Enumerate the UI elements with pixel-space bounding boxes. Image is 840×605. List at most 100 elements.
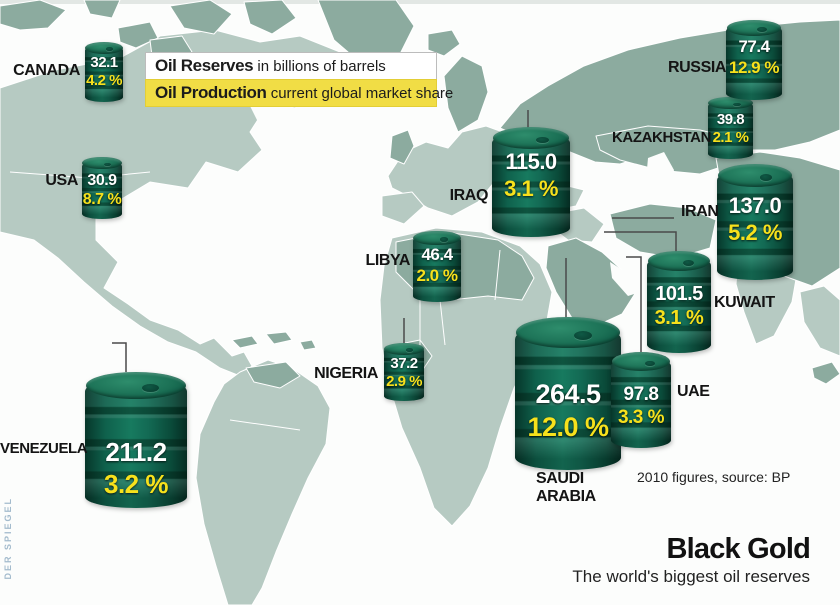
region-caribbean1 — [231, 335, 259, 349]
barrel-body — [515, 330, 621, 470]
country-label-saudi-arabia: SAUDI ARABIA — [536, 470, 596, 505]
infographic-title: Black Gold — [666, 533, 811, 565]
region-caribbean2 — [265, 331, 293, 345]
production-share: 3.1 % — [654, 306, 704, 329]
reserve-value: 46.4 — [421, 245, 453, 265]
barrel-lid — [82, 157, 122, 170]
barrel-body — [647, 260, 711, 353]
infographic-subtitle: The world's biggest oil reserves — [572, 567, 810, 586]
region-arctic-west3 — [117, 21, 159, 49]
leader-uae — [626, 256, 642, 352]
legend-reserves-desc: in billions of barrels — [257, 58, 386, 75]
oil-barrel-iran: 137.0 5.2 % — [717, 164, 793, 280]
country-label-uae: UAE — [677, 383, 710, 400]
barrel-lid — [413, 231, 461, 246]
publisher-watermark: DER SPIEGEL — [3, 497, 13, 580]
legend: Oil Reserves in billions of barrels Oil … — [145, 52, 453, 107]
oil-barrel-russia: 77.4 12.9 % — [726, 20, 782, 100]
production-share: 3.3 % — [617, 406, 665, 428]
leader-kuwait — [604, 231, 677, 252]
legend-reserves-label: Oil Reserves — [155, 56, 254, 75]
production-share: 2.9 % — [386, 372, 422, 390]
barrel-lid — [611, 352, 671, 372]
production-share: 12.0 % — [527, 412, 609, 443]
country-label-russia: RUSSIA — [668, 59, 727, 76]
reserve-value: 37.2 — [390, 354, 418, 372]
continent-south-america — [195, 359, 331, 605]
region-arctic-island2 — [243, 0, 297, 35]
country-label-kuwait: KUWAIT — [714, 294, 775, 311]
barrel-lid — [86, 372, 186, 400]
country-label-iraq: IRAQ — [449, 187, 489, 204]
legend-production-label: Oil Production — [155, 83, 267, 102]
country-label-kazakhstan: KAZAKHSTAN — [612, 129, 712, 146]
production-share: 2.1 % — [712, 128, 749, 146]
legend-production-desc: current global market share — [270, 85, 454, 102]
region-venezuela — [245, 361, 301, 389]
oil-barrel-iraq: 115.0 3.1 % — [492, 127, 570, 237]
oil-barrel-kuwait: 101.5 3.1 % — [647, 251, 711, 353]
reserve-value: 97.8 — [623, 383, 659, 405]
oil-barrel-saudi-arabia: 264.5 12.0 % — [515, 317, 621, 470]
barrel-lid — [717, 164, 793, 188]
barrel-lid — [726, 20, 782, 36]
barrel-body — [85, 47, 123, 102]
barrel-bung-icon — [535, 136, 549, 144]
reserve-value: 115.0 — [505, 149, 557, 174]
barrel-body — [384, 348, 424, 401]
leader-venezuela — [112, 342, 127, 372]
barrel-lid — [85, 42, 123, 54]
leader-lines — [112, 110, 677, 372]
region-arctic-island1 — [169, 0, 233, 35]
region-indonesia — [811, 361, 840, 385]
oil-barrel-nigeria: 37.2 2.9 % — [384, 343, 424, 401]
barrel-bung-icon — [104, 162, 112, 167]
barrel-bung-icon — [644, 360, 655, 367]
legend-reserves-row: Oil Reserves in billions of barrels — [145, 52, 437, 79]
oil-barrel-canada: 32.1 4.2 % — [85, 42, 123, 102]
barrel-body — [708, 102, 753, 159]
barrel-bung-icon — [759, 174, 773, 182]
barrel-bung-icon — [106, 47, 113, 51]
reserve-value: 101.5 — [655, 282, 703, 305]
oil-barrel-kazakhstan: 39.8 2.1 % — [708, 97, 753, 159]
oil-barrel-uae: 97.8 3.3 % — [611, 352, 671, 448]
barrel-lid — [492, 127, 570, 149]
region-scandinavia — [443, 55, 489, 133]
region-uk — [389, 129, 415, 165]
region-se-asia — [799, 285, 840, 357]
arctic-cut2 — [660, 14, 700, 34]
country-label-iran: IRAN — [681, 203, 719, 220]
legend-production-row: Oil Production current global market sha… — [145, 79, 453, 107]
barrel-bung-icon — [406, 348, 414, 352]
region-iceland — [427, 29, 461, 57]
continents-light — [0, 29, 840, 605]
continent-north-america — [0, 29, 341, 377]
map-top-edge — [0, 0, 840, 4]
reserve-value: 30.9 — [87, 171, 117, 189]
barrel-body — [492, 136, 570, 237]
production-share: 3.2 % — [104, 468, 169, 499]
persian-gulf — [610, 262, 640, 296]
reserve-value: 211.2 — [105, 437, 167, 468]
oil-barrel-usa: 30.9 8.7 % — [82, 157, 122, 219]
barrel-bung-icon — [574, 330, 593, 340]
region-arctic-west2 — [83, 0, 121, 19]
barrel-bung-icon — [439, 237, 449, 242]
arctic-cut1 — [560, 24, 600, 46]
country-label-nigeria: NIGERIA — [314, 365, 378, 382]
production-share: 4.2 % — [86, 72, 122, 90]
country-label-usa: USA — [45, 172, 78, 189]
region-caribbean3 — [299, 339, 317, 351]
production-share: 2.0 % — [416, 265, 458, 285]
reserve-value: 137.0 — [728, 193, 782, 218]
region-arabian-peninsula — [545, 237, 637, 327]
production-share: 5.2 % — [728, 219, 782, 245]
barrel-body — [726, 27, 782, 100]
barrel-lid — [708, 97, 753, 110]
country-label-libya: LIBYA — [365, 252, 410, 269]
great-lakes — [238, 192, 272, 212]
oil-barrel-libya: 46.4 2.0 % — [413, 231, 461, 302]
barrel-bung-icon — [733, 102, 741, 107]
